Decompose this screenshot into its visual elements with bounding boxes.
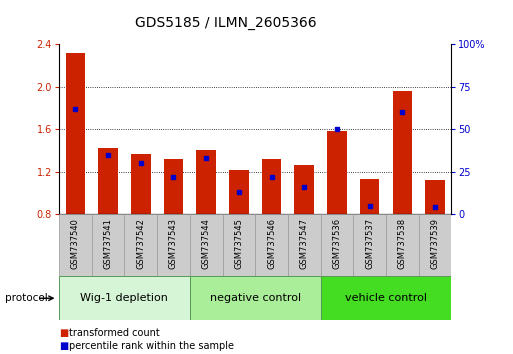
Text: protocol: protocol — [5, 293, 48, 303]
Text: GSM737546: GSM737546 — [267, 218, 276, 269]
Bar — [124, 214, 157, 276]
Text: Wig-1 depletion: Wig-1 depletion — [81, 293, 168, 303]
Bar — [321, 276, 451, 320]
Text: GSM737544: GSM737544 — [202, 218, 211, 269]
Bar — [419, 214, 451, 276]
Text: GSM737538: GSM737538 — [398, 218, 407, 269]
Text: vehicle control: vehicle control — [345, 293, 427, 303]
Text: ■: ■ — [59, 329, 68, 338]
Bar — [327, 131, 347, 214]
Bar — [425, 180, 445, 214]
Text: GSM737537: GSM737537 — [365, 218, 374, 269]
Bar — [360, 179, 380, 214]
Bar — [288, 214, 321, 276]
Bar — [98, 148, 118, 214]
Bar — [66, 53, 85, 214]
Text: GSM737536: GSM737536 — [332, 218, 342, 269]
Bar — [59, 276, 190, 320]
Bar — [262, 159, 281, 214]
Bar — [223, 214, 255, 276]
Bar — [92, 214, 125, 276]
Text: GSM737541: GSM737541 — [104, 218, 112, 269]
Bar — [164, 159, 183, 214]
Bar — [196, 150, 216, 214]
Text: GSM737542: GSM737542 — [136, 218, 145, 269]
Bar — [321, 214, 353, 276]
Text: GSM737543: GSM737543 — [169, 218, 178, 269]
Text: percentile rank within the sample: percentile rank within the sample — [69, 341, 234, 351]
Text: GSM737547: GSM737547 — [300, 218, 309, 269]
Text: negative control: negative control — [210, 293, 301, 303]
Bar — [386, 214, 419, 276]
Bar — [392, 91, 412, 214]
Text: GSM737545: GSM737545 — [234, 218, 243, 269]
Text: ■: ■ — [59, 341, 68, 351]
Text: GSM737539: GSM737539 — [430, 218, 440, 269]
Text: transformed count: transformed count — [69, 329, 160, 338]
Bar — [157, 214, 190, 276]
Bar — [190, 276, 321, 320]
Text: GDS5185 / ILMN_2605366: GDS5185 / ILMN_2605366 — [135, 16, 317, 30]
Bar — [229, 170, 249, 214]
Bar — [131, 154, 150, 214]
Text: GSM737540: GSM737540 — [71, 218, 80, 269]
Bar — [353, 214, 386, 276]
Bar — [294, 165, 314, 214]
Bar — [255, 214, 288, 276]
Bar — [59, 214, 92, 276]
Bar — [190, 214, 223, 276]
